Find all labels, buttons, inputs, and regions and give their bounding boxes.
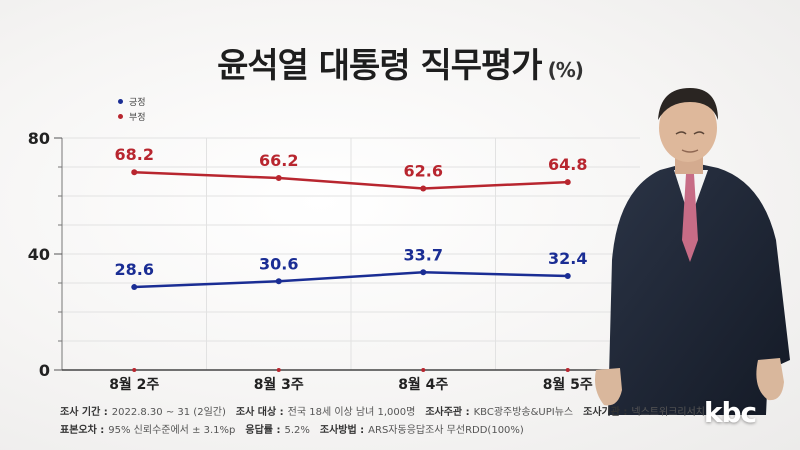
- data-label-negative: 64.8: [548, 155, 587, 174]
- x-tick-mark: [565, 368, 570, 372]
- data-label-negative: 66.2: [259, 151, 298, 170]
- x-tick-label: 8월 5주: [543, 376, 593, 393]
- data-label-positive: 28.6: [115, 260, 154, 279]
- footer-item-label: 응답률 :: [245, 425, 281, 436]
- y-tick-label: 80: [28, 129, 50, 148]
- legend: 긍정 부정: [118, 94, 146, 124]
- footer-item-label: 조사 대상 :: [235, 407, 284, 418]
- legend-label-positive: 긍정: [129, 98, 146, 108]
- legend-label-negative: 부정: [129, 113, 146, 123]
- data-point-positive: [564, 273, 571, 280]
- footer-item: 조사기관 : 넥스트위크리서치: [583, 407, 705, 418]
- footer-item-label: 표본오차 :: [60, 425, 105, 436]
- footer-item: 조사 대상 : 전국 18세 이상 남녀 1,000명: [236, 407, 415, 418]
- footer-item-value: 넥스트위크리서치: [631, 407, 706, 418]
- footer-item-label: 조사 기간 :: [60, 407, 108, 418]
- x-tick-label: 8월 4주: [398, 376, 448, 393]
- footer-line-2: 표본오차 :95% 신뢰수준에서 ± 3.1%p 응답률 :5.2% 조사방법 :A…: [60, 422, 715, 440]
- data-label-positive: 32.4: [548, 249, 587, 268]
- footer-item-value: 2022.8.30 ~ 31 (2일간): [111, 407, 226, 418]
- footer-item: 표본오차 :95% 신뢰수준에서 ± 3.1%p: [60, 425, 235, 436]
- data-label-negative: 68.2: [115, 145, 154, 164]
- footer-item-label: 조사방법 :: [319, 425, 365, 436]
- y-tick-label: 40: [28, 245, 50, 264]
- data-label-positive: 33.7: [404, 245, 443, 264]
- data-point-positive: [275, 278, 282, 285]
- president-photo: [595, 88, 790, 415]
- x-tick-mark: [421, 368, 426, 372]
- axes: 0 40 80 8월 2주 8월 3주 8월 4주 8월 5주: [28, 129, 640, 393]
- x-tick-label: 8월 3주: [254, 376, 304, 393]
- legend-item-negative: 부정: [118, 109, 146, 124]
- data-point-positive: [131, 284, 138, 291]
- series-group: 68.2 66.2 62.6 64.8 28.6 30.6 33.7 32.4: [115, 145, 587, 291]
- x-tick-mark: [132, 368, 137, 372]
- data-label-positive: 30.6: [259, 254, 298, 273]
- footer-item: 조사주관 : KBC광주방송&UPI뉴스: [425, 407, 573, 418]
- x-tick-label: 8월 2주: [109, 376, 159, 393]
- footer-item-value: 5.2%: [284, 425, 310, 436]
- grid: [62, 137, 640, 370]
- chart-title-text: 윤석열 대통령 직무평가: [217, 46, 542, 86]
- kbc-logo: kbc: [703, 396, 757, 429]
- data-point-negative: [564, 179, 571, 186]
- data-point-negative: [131, 169, 138, 176]
- footer: 조사 기간 :2022.8.30 ~ 31 (2일간) 조사 대상 : 전국 18세…: [60, 404, 715, 440]
- footer-item-label: 조사기관 :: [583, 407, 628, 418]
- series-line-negative: [134, 170, 568, 190]
- data-label-negative: 62.6: [404, 161, 443, 180]
- footer-item-value: 전국 18세 이상 남녀 1,000명: [287, 407, 416, 418]
- footer-item: 응답률 :5.2%: [245, 425, 310, 436]
- footer-item-label: 조사주관 :: [425, 407, 470, 418]
- series-line-positive: [134, 271, 568, 289]
- data-point-negative: [420, 185, 427, 192]
- legend-item-positive: 긍정: [118, 94, 146, 109]
- footer-item-value: 95% 신뢰수준에서 ± 3.1%p: [108, 425, 236, 436]
- footer-item: 조사 기간 :2022.8.30 ~ 31 (2일간): [60, 407, 226, 418]
- x-tick-mark: [276, 368, 281, 372]
- footer-line-1: 조사 기간 :2022.8.30 ~ 31 (2일간) 조사 대상 : 전국 18세…: [60, 404, 715, 422]
- chart-title-unit: (%): [547, 58, 584, 82]
- legend-dot-negative: [118, 114, 123, 119]
- y-tick-label: 0: [39, 361, 50, 380]
- chart-title: 윤석열 대통령 직무평가 (%): [0, 38, 800, 87]
- footer-item-value: ARS자동응답조사 무선RDD(100%): [368, 425, 524, 436]
- legend-dot-positive: [118, 99, 123, 104]
- footer-item-value: KBC광주방송&UPI뉴스: [473, 407, 574, 418]
- data-point-negative: [275, 175, 282, 182]
- data-point-positive: [420, 269, 427, 276]
- footer-item: 조사방법 : ARS자동응답조사 무선RDD(100%): [320, 425, 524, 436]
